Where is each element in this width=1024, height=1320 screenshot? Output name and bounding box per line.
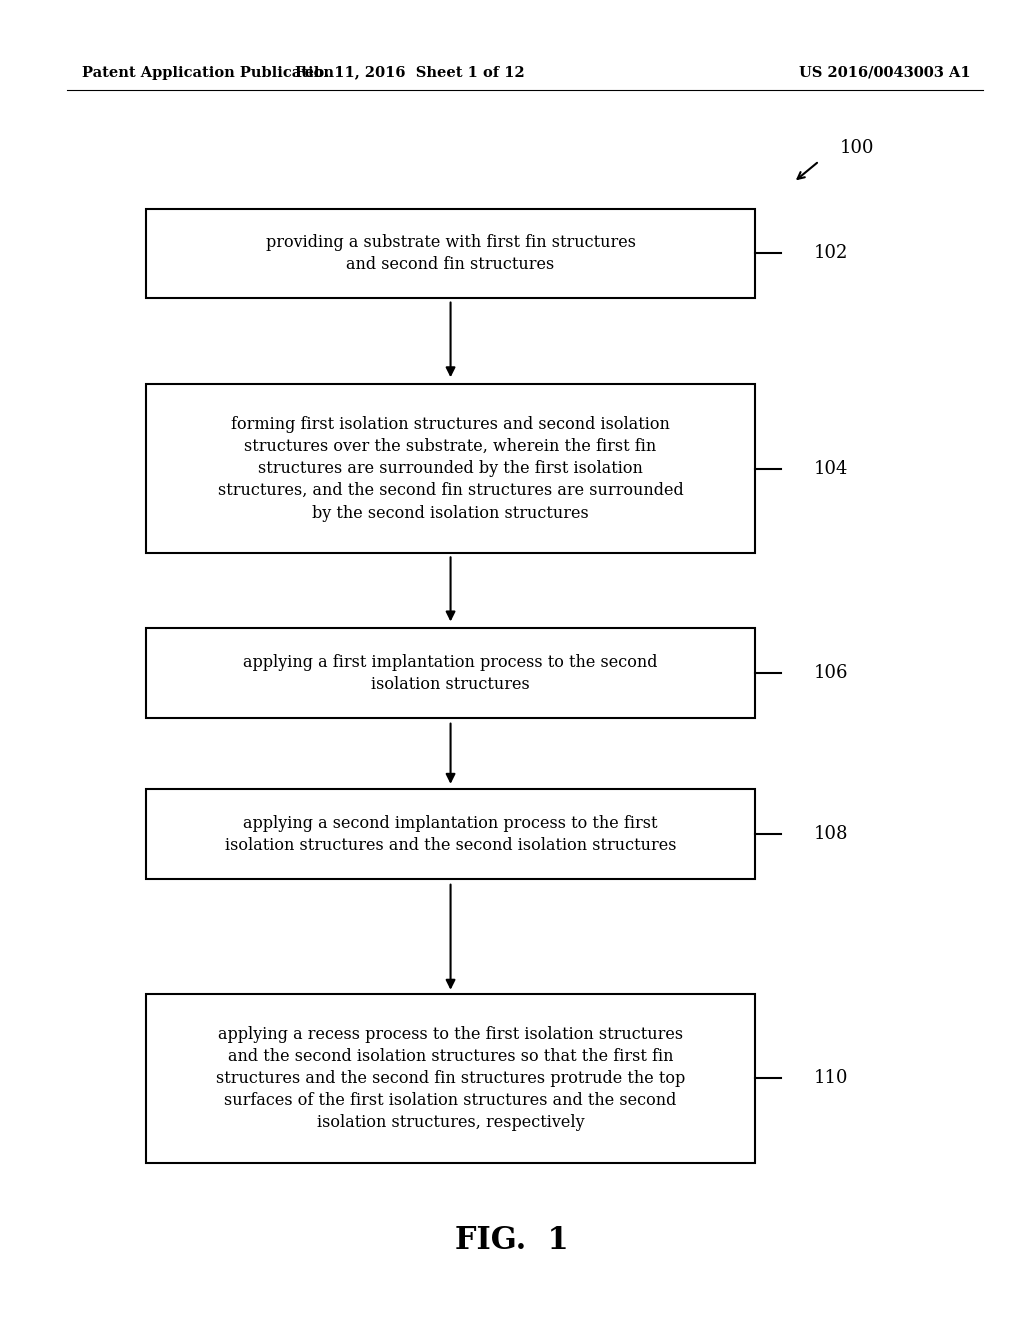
Text: FIG.  1: FIG. 1	[456, 1225, 568, 1257]
Text: US 2016/0043003 A1: US 2016/0043003 A1	[799, 66, 971, 79]
Text: applying a second implantation process to the first
isolation structures and the: applying a second implantation process t…	[225, 814, 676, 854]
Text: 108: 108	[814, 825, 848, 843]
Bar	[146, 384, 756, 553]
Bar	[146, 789, 756, 879]
Text: 110: 110	[814, 1069, 848, 1088]
Text: Feb. 11, 2016  Sheet 1 of 12: Feb. 11, 2016 Sheet 1 of 12	[295, 66, 524, 79]
Text: 100: 100	[840, 139, 874, 157]
Text: forming first isolation structures and second isolation
structures over the subs: forming first isolation structures and s…	[218, 416, 683, 521]
Text: 106: 106	[814, 664, 848, 682]
Text: 102: 102	[814, 244, 848, 263]
Text: providing a substrate with first fin structures
and second fin structures: providing a substrate with first fin str…	[265, 234, 636, 273]
Text: Patent Application Publication: Patent Application Publication	[82, 66, 334, 79]
Bar	[146, 628, 756, 718]
Bar	[146, 994, 756, 1163]
Text: applying a first implantation process to the second
isolation structures: applying a first implantation process to…	[244, 653, 657, 693]
Text: 104: 104	[814, 459, 848, 478]
Bar	[146, 209, 756, 298]
Text: applying a recess process to the first isolation structures
and the second isola: applying a recess process to the first i…	[216, 1026, 685, 1131]
